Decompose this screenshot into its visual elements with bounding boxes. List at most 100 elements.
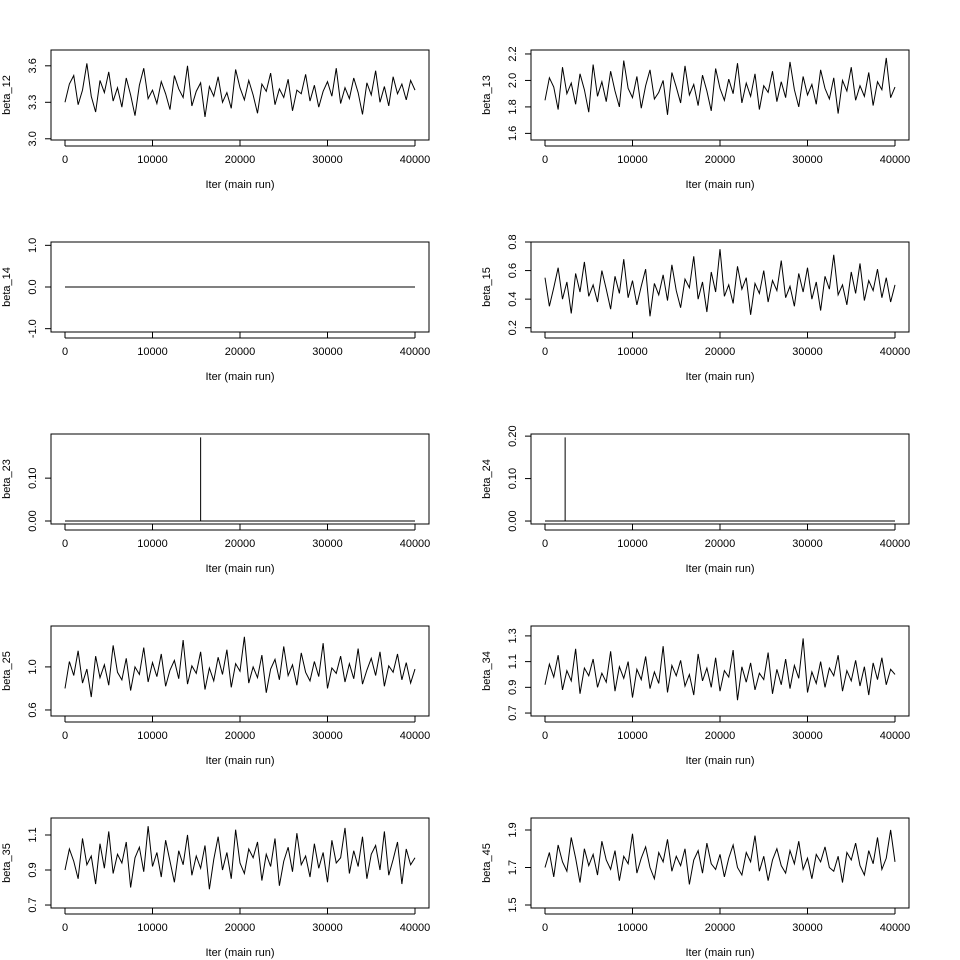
trace-line bbox=[544, 829, 896, 885]
x-axis-label: Iter (main run) bbox=[685, 179, 754, 191]
y-tick-label: 3.6 bbox=[27, 58, 39, 73]
x-tick-label: 10000 bbox=[137, 538, 168, 550]
x-tick-label: 40000 bbox=[880, 538, 911, 550]
y-axis-label: beta_12 bbox=[1, 75, 13, 115]
y-axis-label: beta_34 bbox=[481, 651, 493, 691]
x-tick-label: 30000 bbox=[792, 538, 823, 550]
trace-line bbox=[64, 636, 416, 698]
y-axis-label: beta_14 bbox=[1, 267, 13, 307]
x-tick-label: 20000 bbox=[225, 154, 256, 166]
x-tick-label: 0 bbox=[62, 346, 68, 358]
x-tick-label: 20000 bbox=[705, 346, 736, 358]
x-tick-label: 10000 bbox=[617, 154, 648, 166]
x-axis-label: Iter (main run) bbox=[685, 563, 754, 575]
trace-line bbox=[545, 437, 895, 522]
x-tick-label: 30000 bbox=[792, 922, 823, 934]
y-tick-label: 0.10 bbox=[27, 467, 39, 488]
x-tick-label: 30000 bbox=[792, 154, 823, 166]
x-tick-label: 10000 bbox=[137, 154, 168, 166]
x-tick-label: 20000 bbox=[225, 346, 256, 358]
y-tick-label: 0.0 bbox=[27, 279, 39, 294]
x-tick-label: 10000 bbox=[137, 346, 168, 358]
x-tick-label: 40000 bbox=[400, 730, 431, 742]
y-tick-label: 0.8 bbox=[507, 234, 519, 249]
trace-line bbox=[544, 638, 896, 701]
trace-line bbox=[64, 826, 416, 890]
y-tick-label: -1.0 bbox=[27, 319, 39, 338]
x-tick-label: 40000 bbox=[400, 922, 431, 934]
x-tick-label: 30000 bbox=[312, 922, 343, 934]
y-tick-label: 0.7 bbox=[507, 705, 519, 720]
panel: 0 10000 20000 30000 40000 0.00 0.10 Iter (main … bbox=[1, 433, 431, 575]
x-tick-label: 40000 bbox=[400, 154, 431, 166]
panel: 0 10000 20000 30000 40000 3.0 3.3 3.6 Iter (main… bbox=[1, 49, 431, 191]
x-tick-label: 30000 bbox=[312, 730, 343, 742]
trace-line bbox=[544, 57, 896, 115]
x-tick-label: 40000 bbox=[880, 730, 911, 742]
x-axis-label: Iter (main run) bbox=[685, 755, 754, 767]
y-tick-label: 1.9 bbox=[507, 822, 519, 837]
x-tick-label: 30000 bbox=[792, 730, 823, 742]
x-tick-label: 10000 bbox=[617, 538, 648, 550]
y-tick-label: 0.6 bbox=[507, 263, 519, 278]
plot-frame bbox=[530, 49, 910, 141]
panel: 0 10000 20000 30000 40000 -1.0 0.0 1.0 Iter (mai… bbox=[1, 238, 430, 383]
y-tick-label: 0.00 bbox=[27, 510, 39, 531]
x-tick-label: 10000 bbox=[137, 922, 168, 934]
y-tick-label: 0.2 bbox=[507, 320, 519, 335]
x-tick-label: 10000 bbox=[617, 922, 648, 934]
x-axis-label: Iter (main run) bbox=[205, 179, 274, 191]
y-tick-label: 3.0 bbox=[27, 131, 39, 146]
x-tick-label: 30000 bbox=[792, 346, 823, 358]
y-axis-label: beta_23 bbox=[1, 459, 13, 499]
x-tick-label: 20000 bbox=[225, 538, 256, 550]
x-tick-label: 0 bbox=[542, 154, 548, 166]
plot-frame bbox=[50, 49, 430, 141]
y-tick-label: 1.3 bbox=[507, 628, 519, 643]
x-tick-label: 40000 bbox=[880, 346, 911, 358]
y-tick-label: 1.5 bbox=[507, 897, 519, 912]
x-axis-label: Iter (main run) bbox=[205, 563, 274, 575]
panel: 0 10000 20000 30000 40000 0.7 0.9 1.1 Iter (main… bbox=[1, 817, 431, 959]
trace-line bbox=[64, 63, 416, 117]
y-tick-label: 1.7 bbox=[507, 860, 519, 875]
y-tick-label: 1.0 bbox=[27, 238, 39, 253]
panel: 0 10000 20000 30000 40000 0.6 1.0 Iter (main ru… bbox=[1, 625, 431, 767]
x-tick-label: 20000 bbox=[705, 922, 736, 934]
y-axis-label: beta_45 bbox=[481, 843, 493, 883]
panel: 0 10000 20000 30000 40000 0.00 0.10 0.20 Iter (m… bbox=[481, 425, 910, 574]
x-tick-label: 40000 bbox=[880, 154, 911, 166]
y-tick-label: 0.7 bbox=[27, 897, 39, 912]
x-tick-label: 0 bbox=[542, 922, 548, 934]
x-tick-label: 20000 bbox=[705, 154, 736, 166]
panel: 0 10000 20000 30000 40000 1.6 1.8 2.0 2.2 Iter (m… bbox=[481, 46, 910, 191]
y-tick-label: 0.4 bbox=[507, 291, 519, 306]
y-tick-label: 0.20 bbox=[507, 425, 519, 446]
y-axis-label: beta_24 bbox=[481, 459, 493, 499]
y-tick-label: 2.2 bbox=[507, 46, 519, 61]
y-axis-label: beta_13 bbox=[481, 75, 493, 115]
x-tick-label: 10000 bbox=[137, 730, 168, 742]
plot-frame bbox=[530, 625, 910, 717]
trace-line bbox=[544, 249, 896, 317]
x-tick-label: 0 bbox=[542, 730, 548, 742]
x-axis-label: Iter (main run) bbox=[205, 371, 274, 383]
y-tick-label: 0.9 bbox=[27, 862, 39, 877]
y-tick-label: 2.0 bbox=[507, 73, 519, 88]
x-tick-label: 0 bbox=[62, 922, 68, 934]
y-tick-label: 1.6 bbox=[507, 126, 519, 141]
y-tick-label: 1.1 bbox=[27, 827, 39, 842]
x-tick-label: 40000 bbox=[880, 922, 911, 934]
y-tick-label: 1.0 bbox=[27, 659, 39, 674]
x-tick-label: 10000 bbox=[617, 346, 648, 358]
x-tick-label: 20000 bbox=[225, 922, 256, 934]
y-tick-label: 0.6 bbox=[27, 702, 39, 717]
y-tick-label: 0.10 bbox=[507, 468, 519, 489]
y-axis-label: beta_25 bbox=[1, 651, 13, 691]
x-tick-label: 40000 bbox=[400, 538, 431, 550]
x-tick-label: 10000 bbox=[617, 730, 648, 742]
x-tick-label: 30000 bbox=[312, 538, 343, 550]
x-axis-label: Iter (main run) bbox=[685, 371, 754, 383]
x-axis-label: Iter (main run) bbox=[205, 947, 274, 959]
